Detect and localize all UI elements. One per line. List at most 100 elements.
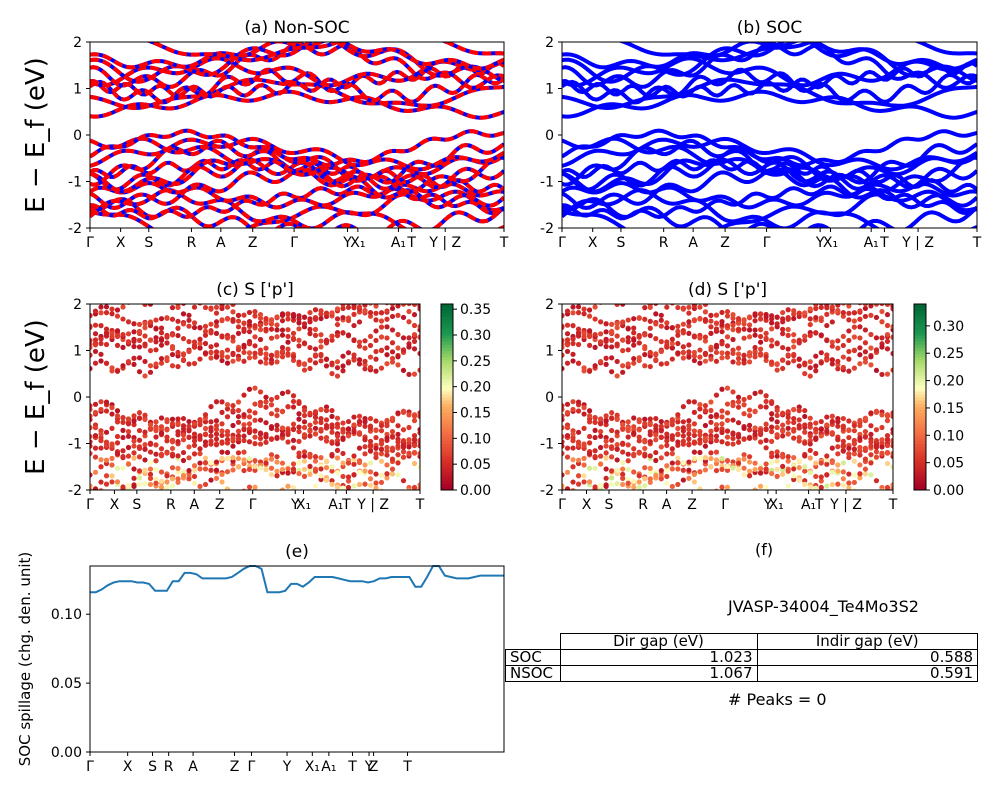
data-point (219, 449, 225, 455)
data-point (774, 453, 780, 459)
data-point (581, 455, 587, 461)
data-point (752, 466, 758, 473)
colorbar-segment (441, 331, 453, 336)
data-point (598, 453, 604, 459)
data-point (235, 399, 242, 405)
data-point (653, 336, 659, 342)
data-point (780, 422, 786, 428)
data-point (593, 490, 598, 495)
data-point (813, 363, 819, 369)
x-tick-label: Γ (86, 759, 94, 775)
data-point (890, 437, 893, 443)
data-point (114, 342, 121, 348)
data-point (268, 335, 275, 341)
data-point (746, 359, 753, 365)
colorbar-tick-label: 0.20 (460, 380, 491, 396)
colorbar-segment (914, 449, 926, 454)
colorbar-segment (914, 483, 926, 488)
data-point (367, 438, 374, 444)
data-point (824, 457, 830, 463)
data-point (763, 354, 769, 360)
data-point (197, 341, 203, 347)
x-tick-label: Y (290, 497, 300, 513)
data-point (702, 443, 709, 449)
data-point (186, 428, 192, 434)
data-point (713, 342, 720, 348)
data-point (309, 489, 311, 490)
data-point (785, 360, 791, 366)
data-point (351, 414, 357, 420)
data-point (136, 427, 143, 434)
data-point (658, 455, 664, 461)
data-point (813, 304, 819, 307)
data-point (219, 399, 225, 405)
data-point (874, 491, 879, 496)
data-point (620, 363, 626, 369)
data-point (575, 304, 582, 310)
data-point (164, 473, 170, 479)
x-tick-label: S (144, 235, 153, 251)
data-point (862, 355, 869, 362)
data-point (389, 428, 396, 435)
data-point (92, 337, 99, 343)
data-point (752, 390, 758, 396)
data-point (785, 346, 791, 352)
data-point (708, 419, 714, 425)
data-point (235, 436, 242, 442)
data-point (625, 361, 631, 367)
data-point (235, 407, 242, 414)
data-point (400, 444, 407, 450)
data-point (90, 403, 93, 409)
data-point (114, 313, 121, 319)
data-point (741, 360, 747, 366)
data-point (702, 455, 709, 461)
data-point (824, 422, 830, 428)
data-point (241, 437, 247, 444)
y-tick-label: 2 (73, 35, 82, 51)
data-point (741, 425, 747, 431)
panel-e-ylabel: SOC spillage (chg. den. unit) (16, 552, 34, 767)
data-point (136, 437, 143, 443)
colorbar-segment (441, 341, 453, 345)
data-point (120, 363, 126, 369)
data-point (224, 335, 231, 341)
data-point (609, 454, 615, 460)
data-point (269, 497, 274, 502)
data-point (202, 466, 209, 472)
data-point (246, 414, 253, 420)
data-point (241, 488, 247, 490)
data-point (774, 419, 780, 425)
data-point (285, 333, 291, 340)
data-point (851, 451, 857, 457)
data-point (186, 434, 192, 441)
data-point (647, 429, 653, 435)
panel-c-ylabel: E − E_f (eV) (21, 319, 51, 475)
data-point (367, 342, 374, 349)
data-point (884, 304, 891, 307)
data-point (114, 433, 121, 440)
data-point (307, 463, 313, 470)
data-point (774, 321, 780, 327)
data-point (890, 410, 893, 416)
data-point (713, 449, 720, 455)
data-point (142, 341, 148, 347)
data-point (334, 321, 341, 328)
data-point (603, 483, 609, 490)
data-point (669, 336, 675, 342)
colorbar-segment (914, 437, 926, 441)
data-point (175, 332, 181, 339)
data-point (274, 334, 280, 340)
table-cell-dir: 1.067 (559, 665, 758, 682)
data-point (136, 344, 143, 350)
data-point (252, 484, 258, 490)
data-point (669, 451, 675, 457)
data-point (603, 438, 609, 444)
data-point (103, 341, 110, 348)
colorbar-segment (914, 486, 926, 491)
data-point (307, 357, 313, 363)
data-point (120, 304, 126, 310)
data-point (98, 304, 104, 310)
data-point (653, 432, 659, 438)
data-point (158, 415, 165, 421)
data-point (686, 310, 692, 316)
